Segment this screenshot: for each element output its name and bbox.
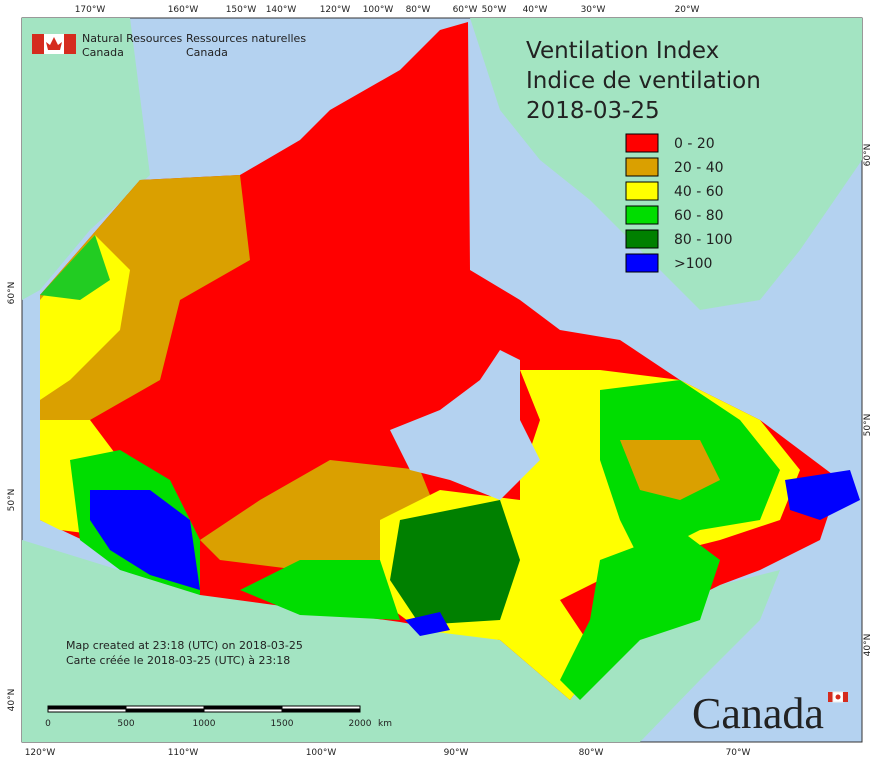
scale-label: 0 [45,719,51,729]
graticule-labels: 170°W 160°W 150°W 140°W 120°W 100°W 80°W 60°W 50… [7,5,873,758]
index-regions [40,22,860,700]
wordmark-flag [828,691,848,703]
agency-en: Natural Resources [82,32,183,45]
title-date: 2018-03-25 [526,98,660,124]
legend-swatch [625,253,659,273]
legend: 0 - 20 20 - 40 40 - 60 60 - 80 80 - 100 >100 [625,133,733,273]
created-note: Carte créée le 2018-03-25 (UTC) à 23:18 [66,654,290,667]
legend-swatch [625,133,659,153]
longitude-label: 30°W [581,5,606,15]
legend-label: 60 - 80 [674,208,724,224]
longitude-label: 100°W [363,5,394,15]
scale-label: 1500 [271,719,294,729]
longitude-label: 120°W [25,748,56,758]
title: Indice de ventilation [526,68,761,94]
scale-label: km [378,719,392,729]
legend-swatch [625,181,659,201]
scale-bar [47,705,361,713]
longitude-label: 110°W [168,748,199,758]
longitude-label: 150°W [226,5,257,15]
scale-label: 500 [117,719,134,729]
longitude-label: 70°W [726,748,751,758]
longitude-label: 100°W [306,748,337,758]
flag [32,34,76,54]
longitude-label: 80°W [579,748,604,758]
latitude-label: 50°N [863,414,873,437]
scale-label: 2000 [349,719,372,729]
title: Ventilation Index [526,38,719,64]
agency-fr: Canada [186,46,228,59]
longitude-label: 160°W [168,5,199,15]
longitude-label: 170°W [75,5,106,15]
longitude-label: 140°W [266,5,297,15]
latitude-label: 60°N [7,282,17,305]
legend-label: >100 [674,256,712,272]
land-foreign [22,18,862,742]
latitude-label: 50°N [7,489,17,512]
wordmark: Canada [692,689,824,738]
legend-swatch [625,205,659,225]
legend-swatch [625,157,659,177]
legend-label: 0 - 20 [674,136,715,152]
longitude-label: 20°W [675,5,700,15]
scale-labels: 0 500 1000 1500 2000 km [45,719,392,729]
agency-en: Canada [82,46,124,59]
longitude-label: 40°W [523,5,548,15]
legend-swatch [625,229,659,249]
longitude-label: 90°W [444,748,469,758]
latitude-label: 40°N [863,634,873,657]
scale-label: 1000 [193,719,216,729]
latitude-label: 40°N [7,689,17,712]
legend-label: 40 - 60 [674,184,724,200]
created-note: Map created at 23:18 (UTC) on 2018-03-25 [66,639,303,652]
longitude-label: 50°W [482,5,507,15]
legend-label: 80 - 100 [674,232,733,248]
legend-label: 20 - 40 [674,160,724,176]
longitude-label: 80°W [406,5,431,15]
latitude-label: 60°N [863,144,873,167]
longitude-label: 60°W [453,5,478,15]
agency-fr: Ressources naturelles [186,32,306,45]
longitude-label: 120°W [320,5,351,15]
